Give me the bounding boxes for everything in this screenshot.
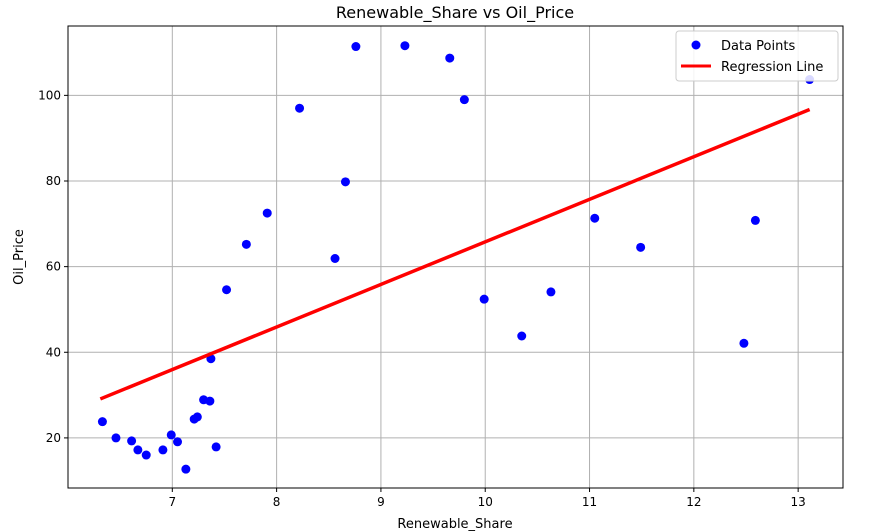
legend: Data Points Regression Line xyxy=(675,30,839,82)
data-point xyxy=(295,103,305,113)
data-point xyxy=(459,95,469,105)
data-point xyxy=(546,287,556,297)
data-point xyxy=(133,445,143,455)
data-point xyxy=(181,464,191,474)
plot-marks xyxy=(97,41,815,474)
data-point xyxy=(241,239,251,249)
y-tick-label: 20 xyxy=(46,431,61,445)
grid-lines xyxy=(68,26,843,488)
data-point xyxy=(330,253,340,263)
x-tick-label: 11 xyxy=(582,495,597,509)
x-tick-label: 13 xyxy=(791,495,806,509)
chart-title: Renewable_Share vs Oil_Price xyxy=(336,3,574,23)
data-point xyxy=(590,213,600,223)
data-point xyxy=(340,177,350,187)
data-point xyxy=(141,450,151,460)
data-point xyxy=(192,412,202,422)
data-point xyxy=(400,41,410,51)
data-point xyxy=(173,437,183,447)
data-point xyxy=(166,430,176,440)
data-point xyxy=(111,433,121,443)
data-point xyxy=(739,338,749,348)
legend-label-regression-line: Regression Line xyxy=(721,60,823,75)
legend-label-data-points: Data Points xyxy=(721,39,795,54)
data-point xyxy=(351,42,361,52)
data-point xyxy=(211,442,221,452)
x-tick-label: 10 xyxy=(478,495,493,509)
y-tick-label: 40 xyxy=(46,345,61,359)
data-point xyxy=(262,208,272,218)
x-tick-label: 9 xyxy=(377,495,385,509)
data-point xyxy=(445,53,455,63)
data-point xyxy=(479,294,489,304)
regression-line xyxy=(99,107,811,401)
x-axis-ticks: 7 8 9 10 11 12 13 xyxy=(168,488,806,509)
x-tick-label: 8 xyxy=(273,495,281,509)
data-point xyxy=(750,215,760,225)
plot-frame xyxy=(67,25,844,489)
data-point xyxy=(205,396,215,406)
x-tick-label: 12 xyxy=(686,495,701,509)
data-point xyxy=(222,285,232,295)
data-point xyxy=(517,331,527,341)
data-point xyxy=(127,436,137,446)
x-axis-label: Renewable_Share xyxy=(397,517,512,532)
data-point xyxy=(158,445,168,455)
y-tick-label: 100 xyxy=(38,88,61,102)
legend-box xyxy=(675,30,839,82)
data-point xyxy=(636,242,646,252)
y-axis-label: Oil_Price xyxy=(12,229,27,285)
y-tick-label: 60 xyxy=(46,260,61,274)
legend-marker-data-points xyxy=(691,40,701,50)
y-axis-ticks: 20 40 60 80 100 xyxy=(38,88,68,445)
y-tick-label: 80 xyxy=(46,174,61,188)
data-point xyxy=(97,417,107,427)
x-tick-label: 7 xyxy=(168,495,176,509)
